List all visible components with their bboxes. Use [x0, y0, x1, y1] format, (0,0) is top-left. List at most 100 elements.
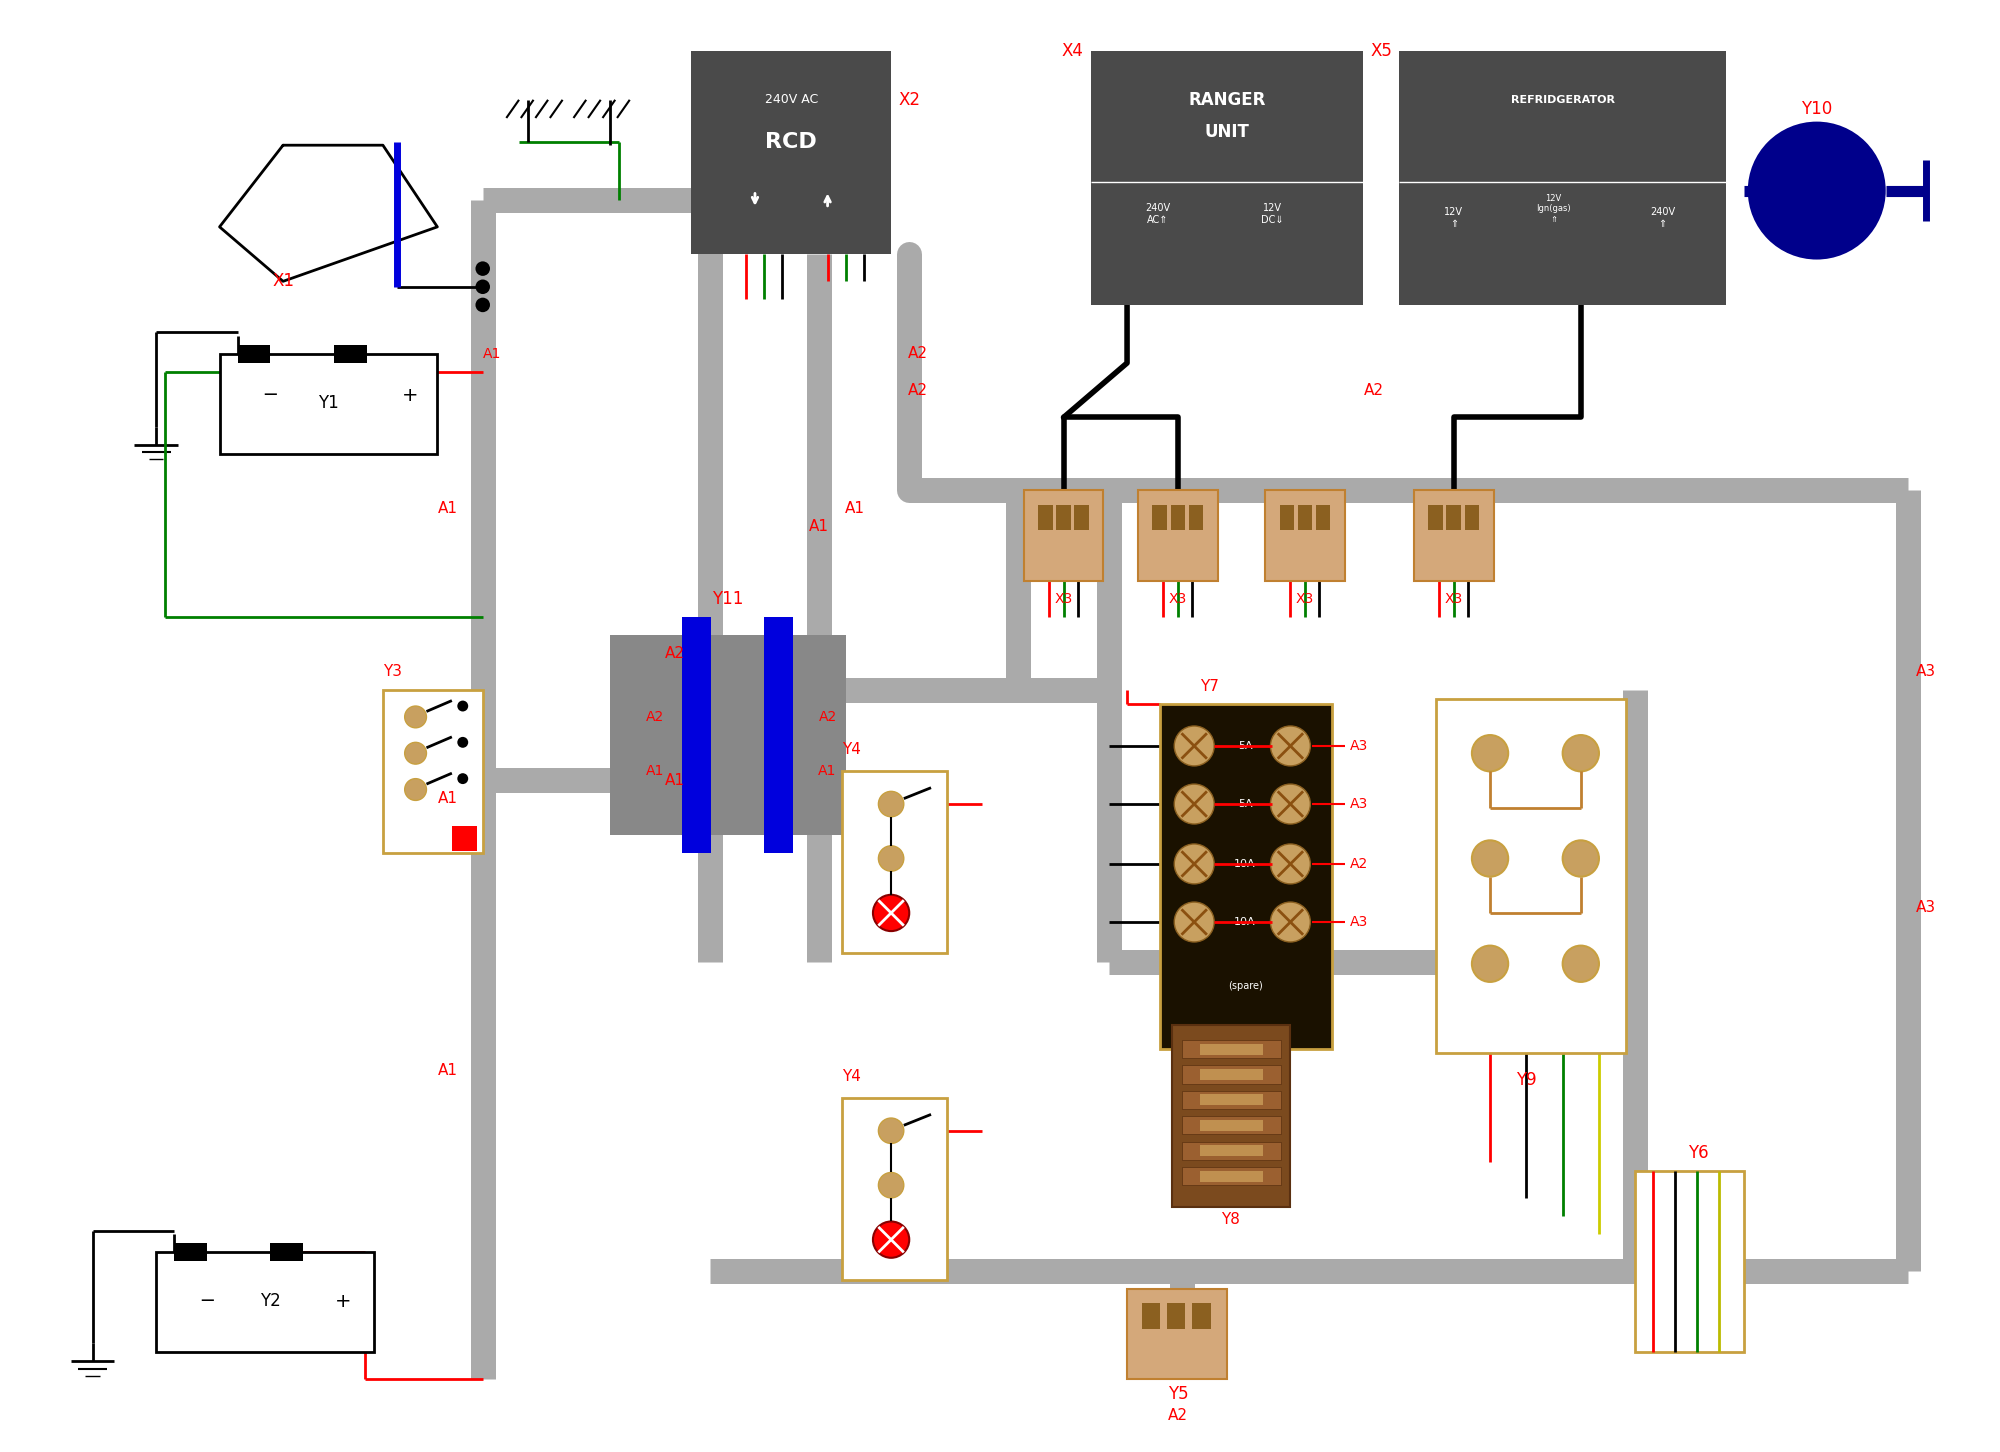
- Circle shape: [404, 706, 426, 727]
- Text: 12V
⇑: 12V ⇑: [1444, 208, 1464, 228]
- Text: X3: X3: [1296, 592, 1314, 605]
- Bar: [1182, 1117, 1282, 1134]
- Text: A1: A1: [666, 772, 686, 788]
- Bar: [452, 826, 478, 851]
- Text: A1: A1: [808, 518, 828, 534]
- Text: A1: A1: [482, 347, 500, 362]
- Text: X3: X3: [1054, 592, 1072, 605]
- Circle shape: [878, 1173, 904, 1198]
- Bar: [842, 1098, 948, 1279]
- Circle shape: [458, 772, 468, 784]
- Bar: [1090, 51, 1364, 305]
- Bar: [1200, 1044, 1264, 1054]
- Circle shape: [1174, 902, 1214, 942]
- Text: A2: A2: [908, 347, 928, 362]
- Circle shape: [476, 298, 490, 312]
- Text: X1: X1: [272, 273, 294, 290]
- Text: RANGER: RANGER: [1188, 91, 1266, 109]
- Text: A3: A3: [1350, 915, 1368, 929]
- Bar: [1160, 704, 1332, 1048]
- Text: A2: A2: [1350, 857, 1368, 871]
- Text: Y1: Y1: [318, 393, 338, 412]
- Text: A2: A2: [1168, 1408, 1188, 1423]
- Bar: [1464, 504, 1480, 530]
- Bar: [1182, 1141, 1282, 1160]
- Bar: [1188, 504, 1204, 530]
- Bar: [1182, 1040, 1282, 1059]
- Circle shape: [476, 279, 490, 293]
- Text: Y8: Y8: [1222, 1212, 1240, 1227]
- Text: Y4: Y4: [842, 1069, 860, 1083]
- Bar: [1200, 1069, 1264, 1080]
- Text: A2: A2: [908, 383, 928, 398]
- Circle shape: [1472, 735, 1508, 771]
- Text: Y6: Y6: [1688, 1144, 1710, 1162]
- Text: A2: A2: [818, 710, 836, 725]
- Bar: [382, 690, 482, 852]
- Circle shape: [878, 845, 904, 871]
- Circle shape: [1174, 784, 1214, 825]
- Text: Y4: Y4: [842, 742, 860, 756]
- Bar: [1446, 504, 1462, 530]
- Bar: [682, 617, 712, 852]
- Text: REFRIDGERATOR: REFRIDGERATOR: [1510, 94, 1614, 105]
- Text: A2: A2: [1364, 383, 1384, 398]
- Text: A1: A1: [646, 764, 664, 778]
- Circle shape: [1472, 841, 1508, 877]
- Circle shape: [458, 700, 468, 711]
- Circle shape: [404, 742, 426, 764]
- Text: A2: A2: [666, 646, 686, 661]
- Text: 10A: 10A: [1234, 918, 1256, 926]
- Text: A3: A3: [1916, 900, 1936, 915]
- Bar: [1128, 1289, 1226, 1379]
- Bar: [764, 617, 794, 852]
- Bar: [1436, 698, 1626, 1053]
- Bar: [1192, 1304, 1210, 1329]
- Circle shape: [1748, 122, 1886, 260]
- Text: A1: A1: [438, 791, 458, 806]
- Text: Y5: Y5: [1168, 1385, 1188, 1403]
- Text: Y9: Y9: [1516, 1072, 1536, 1089]
- Bar: [156, 1252, 374, 1352]
- Text: 10A: 10A: [1234, 860, 1256, 868]
- Text: +: +: [402, 386, 418, 405]
- Bar: [1038, 504, 1052, 530]
- Bar: [1182, 1090, 1282, 1109]
- Bar: [1024, 489, 1104, 581]
- Bar: [1152, 504, 1166, 530]
- Circle shape: [1472, 945, 1508, 982]
- Bar: [1280, 504, 1294, 530]
- Circle shape: [404, 778, 426, 800]
- Bar: [692, 51, 892, 254]
- Bar: [1264, 489, 1344, 581]
- Circle shape: [878, 1118, 904, 1143]
- Bar: [1142, 1304, 1160, 1329]
- Text: A1: A1: [844, 501, 864, 515]
- Bar: [1172, 1025, 1290, 1207]
- Bar: [270, 1243, 304, 1262]
- Text: X3: X3: [1168, 592, 1186, 605]
- Bar: [1166, 1304, 1186, 1329]
- Bar: [334, 344, 366, 363]
- Text: A1: A1: [438, 1063, 458, 1079]
- Text: X4: X4: [1062, 42, 1084, 60]
- Circle shape: [1562, 841, 1598, 877]
- Bar: [1138, 489, 1218, 581]
- Text: RCD: RCD: [766, 132, 818, 151]
- Bar: [1182, 1066, 1282, 1083]
- Text: X2: X2: [898, 91, 920, 109]
- Text: A3: A3: [1350, 739, 1368, 754]
- Bar: [1200, 1095, 1264, 1105]
- Circle shape: [872, 1221, 910, 1257]
- Bar: [238, 344, 270, 363]
- Text: ─: ─: [264, 386, 276, 405]
- Text: Y11: Y11: [712, 590, 744, 608]
- Bar: [1316, 504, 1330, 530]
- Circle shape: [872, 894, 910, 931]
- Text: Y7: Y7: [1200, 678, 1218, 694]
- Bar: [1182, 1167, 1282, 1185]
- Text: A1: A1: [818, 764, 836, 778]
- Bar: [1298, 504, 1312, 530]
- Text: Y3: Y3: [382, 664, 402, 680]
- Bar: [1428, 504, 1442, 530]
